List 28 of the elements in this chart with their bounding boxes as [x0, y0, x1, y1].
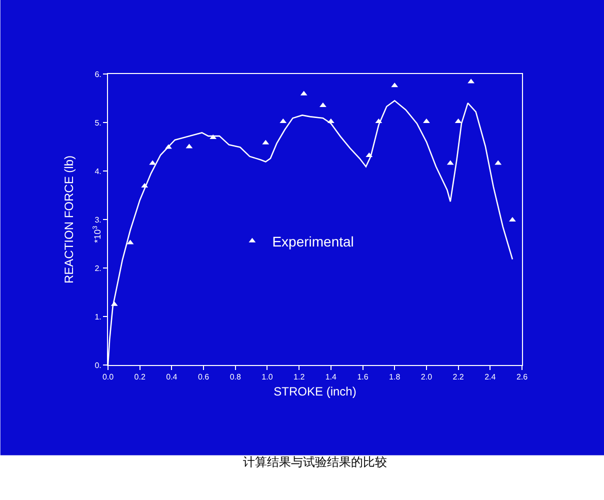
x-tick-label: 0.4	[166, 372, 178, 382]
x-tick-label: 2.4	[484, 372, 496, 382]
y-tick-label: 4.	[94, 166, 102, 176]
point	[320, 102, 326, 108]
legend-label: Experimental	[272, 233, 354, 250]
x-tick-label: 1.0	[262, 372, 274, 382]
y-tick-label: 1.	[94, 312, 102, 322]
point	[423, 118, 430, 124]
x-tick-label: 2.6	[516, 372, 528, 382]
x-axis-title: STROKE (inch)	[274, 384, 356, 398]
text: 计算结果与试验结果的比较	[243, 455, 387, 469]
x-tick-label: 0.0	[102, 372, 114, 382]
x-tick-label: 2.0	[420, 372, 433, 382]
x-tick-label: 1.2	[294, 372, 306, 382]
x-tick-label: 1.8	[389, 372, 401, 382]
y-tick-label: 6.	[94, 70, 102, 79]
x-tick-label: 2.2	[452, 372, 464, 382]
y-tick-label: 5.	[94, 118, 102, 128]
y-tick-label: 0.	[94, 360, 102, 370]
x-tick-label: 1.6	[357, 372, 369, 382]
x-tick-label: 0.8	[230, 372, 242, 382]
x-tick-label: 1.4	[325, 372, 338, 382]
x-tick-label: 0.2	[134, 372, 146, 382]
x-tick-label: 0.6	[198, 372, 210, 382]
y-tick-label: 3.	[94, 215, 102, 224]
point	[165, 144, 172, 149]
y-tick-label: 2.	[94, 264, 102, 273]
y-axis-title: REACTION FORCE (lb)	[62, 155, 76, 284]
